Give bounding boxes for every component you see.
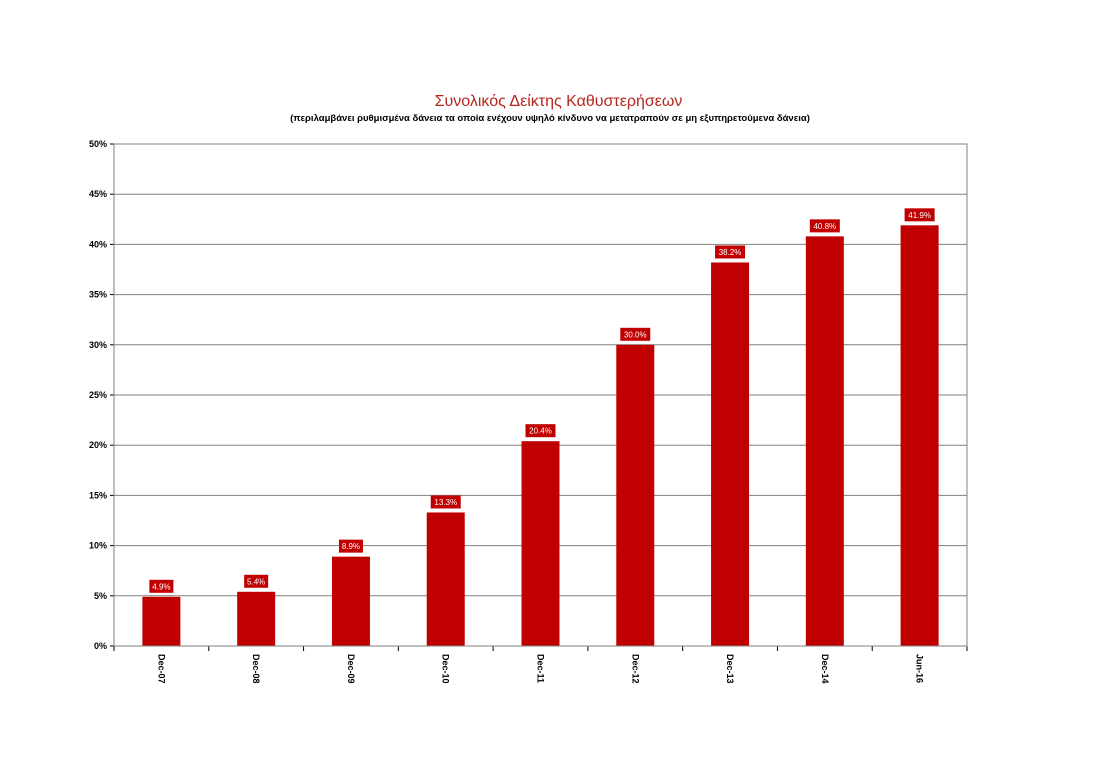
data-label: 38.2%	[719, 248, 742, 257]
x-tick-label: Dec-07	[156, 654, 166, 684]
data-label: 20.4%	[529, 427, 552, 436]
plot-area-frame	[113, 143, 968, 647]
data-label: 41.9%	[908, 211, 931, 220]
y-tick-label: 30%	[89, 340, 107, 350]
y-tick-label: 20%	[89, 440, 107, 450]
chart-subtitle: (περιλαμβάνει ρυθμισμένα δάνεια τα οποία…	[290, 113, 810, 124]
bar	[711, 262, 750, 646]
y-tick-label: 10%	[89, 541, 107, 551]
data-label-box	[430, 495, 461, 509]
y-tick-label: 25%	[89, 390, 107, 400]
bar	[616, 344, 655, 646]
data-label: 5.4%	[247, 577, 265, 586]
x-tick-label: Dec-14	[820, 654, 830, 684]
bar	[805, 236, 844, 647]
bar	[426, 512, 465, 646]
data-label: 8.9%	[342, 542, 360, 551]
bar	[237, 591, 276, 646]
data-labels: 4.9% 5.4% 8.9% 13.3% 20.4% 30.0% 38.2% 40.8% 41.…	[149, 208, 935, 593]
y-axis-ticks: 0% 5% 10% 15% 20% 25% 30% 35% 40% 45% 50%	[89, 139, 114, 651]
x-tick-label: Dec-12	[630, 654, 640, 684]
x-tick-label: Dec-11	[536, 654, 546, 683]
x-tick-label: Dec-13	[725, 654, 735, 684]
data-label-box	[525, 424, 556, 438]
bar	[331, 556, 370, 646]
bar	[900, 225, 939, 646]
y-tick-label: 45%	[89, 189, 107, 199]
data-label-box	[620, 327, 651, 341]
x-axis-ticks: Dec-07 Dec-08 Dec-09 Dec-10 Dec-11 Dec-12 Dec-…	[113, 646, 968, 684]
y-tick-label: 40%	[89, 239, 107, 249]
data-label-box	[904, 208, 935, 222]
data-label-box	[338, 539, 363, 553]
x-tick-label: Dec-09	[346, 654, 356, 684]
data-label-box	[809, 219, 840, 233]
bar	[521, 441, 560, 646]
bars	[142, 225, 939, 647]
y-tick-label: 50%	[89, 139, 107, 149]
x-tick-label: Dec-10	[441, 654, 451, 684]
data-label: 4.9%	[152, 582, 170, 591]
bar	[142, 596, 181, 646]
chart-title: Συνολικός Δείκτης Καθυστερήσεων	[434, 93, 683, 110]
y-tick-label: 0%	[94, 641, 107, 651]
data-label: 30.0%	[624, 330, 647, 339]
data-label-box	[244, 574, 269, 588]
data-label: 40.8%	[813, 222, 836, 231]
y-tick-label: 35%	[89, 290, 107, 300]
x-tick-label: Dec-08	[251, 654, 261, 684]
x-tick-label: Jun-16	[915, 654, 925, 683]
data-label: 13.3%	[434, 498, 457, 507]
y-tick-label: 15%	[89, 490, 107, 500]
data-label-box	[149, 579, 174, 593]
y-tick-label: 5%	[94, 591, 107, 601]
data-label-box	[715, 245, 746, 259]
